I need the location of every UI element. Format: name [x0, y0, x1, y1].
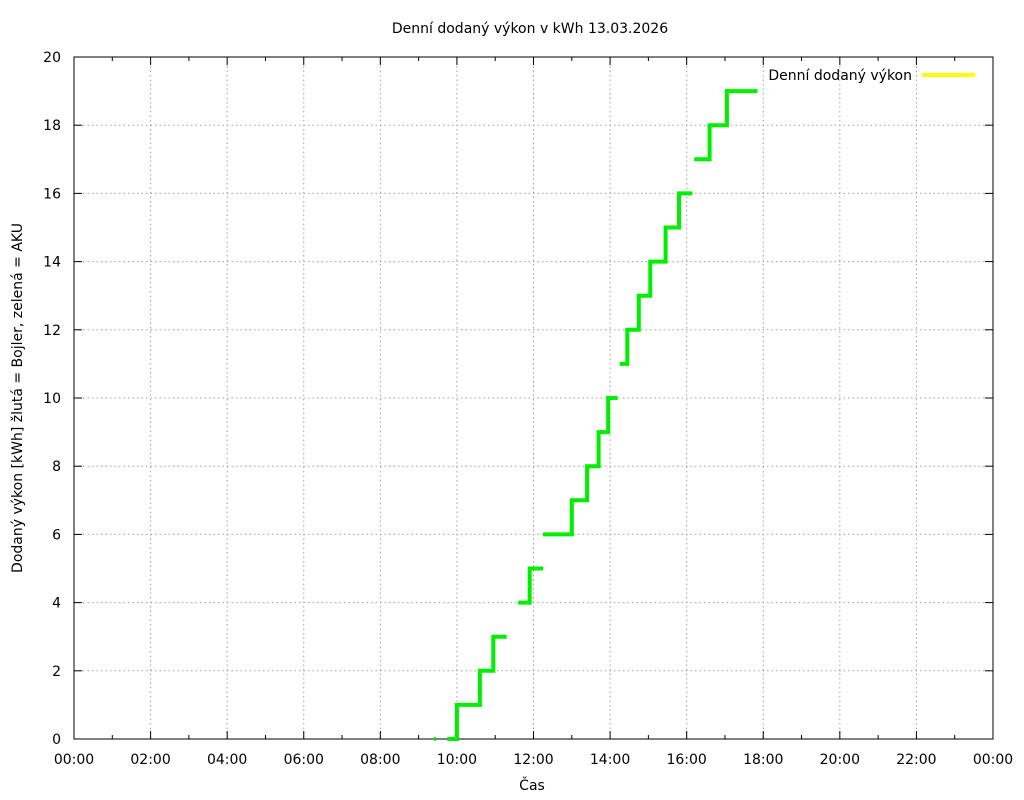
- x-tick-label: 02:00: [130, 752, 170, 768]
- x-tick-label: 22:00: [896, 752, 936, 768]
- grid-lines: [74, 57, 993, 739]
- x-axis-label: Čas: [519, 776, 545, 794]
- x-tick-label: 16:00: [666, 752, 706, 768]
- chart-title: Denní dodaný výkon v kWh 13.03.2026: [392, 21, 668, 37]
- y-tick-label: 18: [43, 118, 61, 134]
- x-tick-label: 04:00: [207, 752, 247, 768]
- y-tick-label: 2: [52, 664, 61, 680]
- y-axis-label: Dodaný výkon [kWh] žlutá = Bojler, zelen…: [10, 223, 26, 573]
- series-segment: [447, 634, 507, 741]
- y-tick-label: 0: [52, 732, 61, 748]
- x-tick-label: 14:00: [590, 752, 630, 768]
- series-segment: [518, 566, 544, 605]
- y-tick-label: 12: [43, 323, 61, 339]
- x-tick-label: 12:00: [513, 752, 553, 768]
- legend-label: Denní dodaný výkon: [768, 68, 912, 84]
- series-segment: [619, 191, 693, 366]
- series-layer: [433, 89, 758, 741]
- y-tick-label: 20: [43, 50, 61, 66]
- x-tick-label: 00:00: [973, 752, 1013, 768]
- tick-labels: 0 2 4 6 8 10 12 14 16 18 20 00:00 02:00 04:00 06:00 08:…: [43, 50, 1013, 768]
- y-tick-label: 16: [43, 186, 61, 202]
- x-tick-label: 20:00: [820, 752, 860, 768]
- legend: Denní dodaný výkon: [768, 68, 975, 84]
- x-tick-label: 00:00: [54, 752, 94, 768]
- series-line: [433, 89, 758, 741]
- x-tick-label: 18:00: [743, 752, 783, 768]
- x-tick-label: 10:00: [437, 752, 477, 768]
- x-tick-label: 08:00: [360, 752, 400, 768]
- series-segment: [694, 89, 758, 162]
- x-tick-label: 06:00: [284, 752, 324, 768]
- series-segment: [543, 396, 618, 537]
- y-tick-label: 14: [43, 255, 61, 271]
- y-tick-label: 10: [43, 391, 61, 407]
- y-tick-label: 8: [52, 459, 61, 475]
- y-tick-label: 6: [52, 527, 61, 543]
- y-tick-label: 4: [52, 596, 61, 612]
